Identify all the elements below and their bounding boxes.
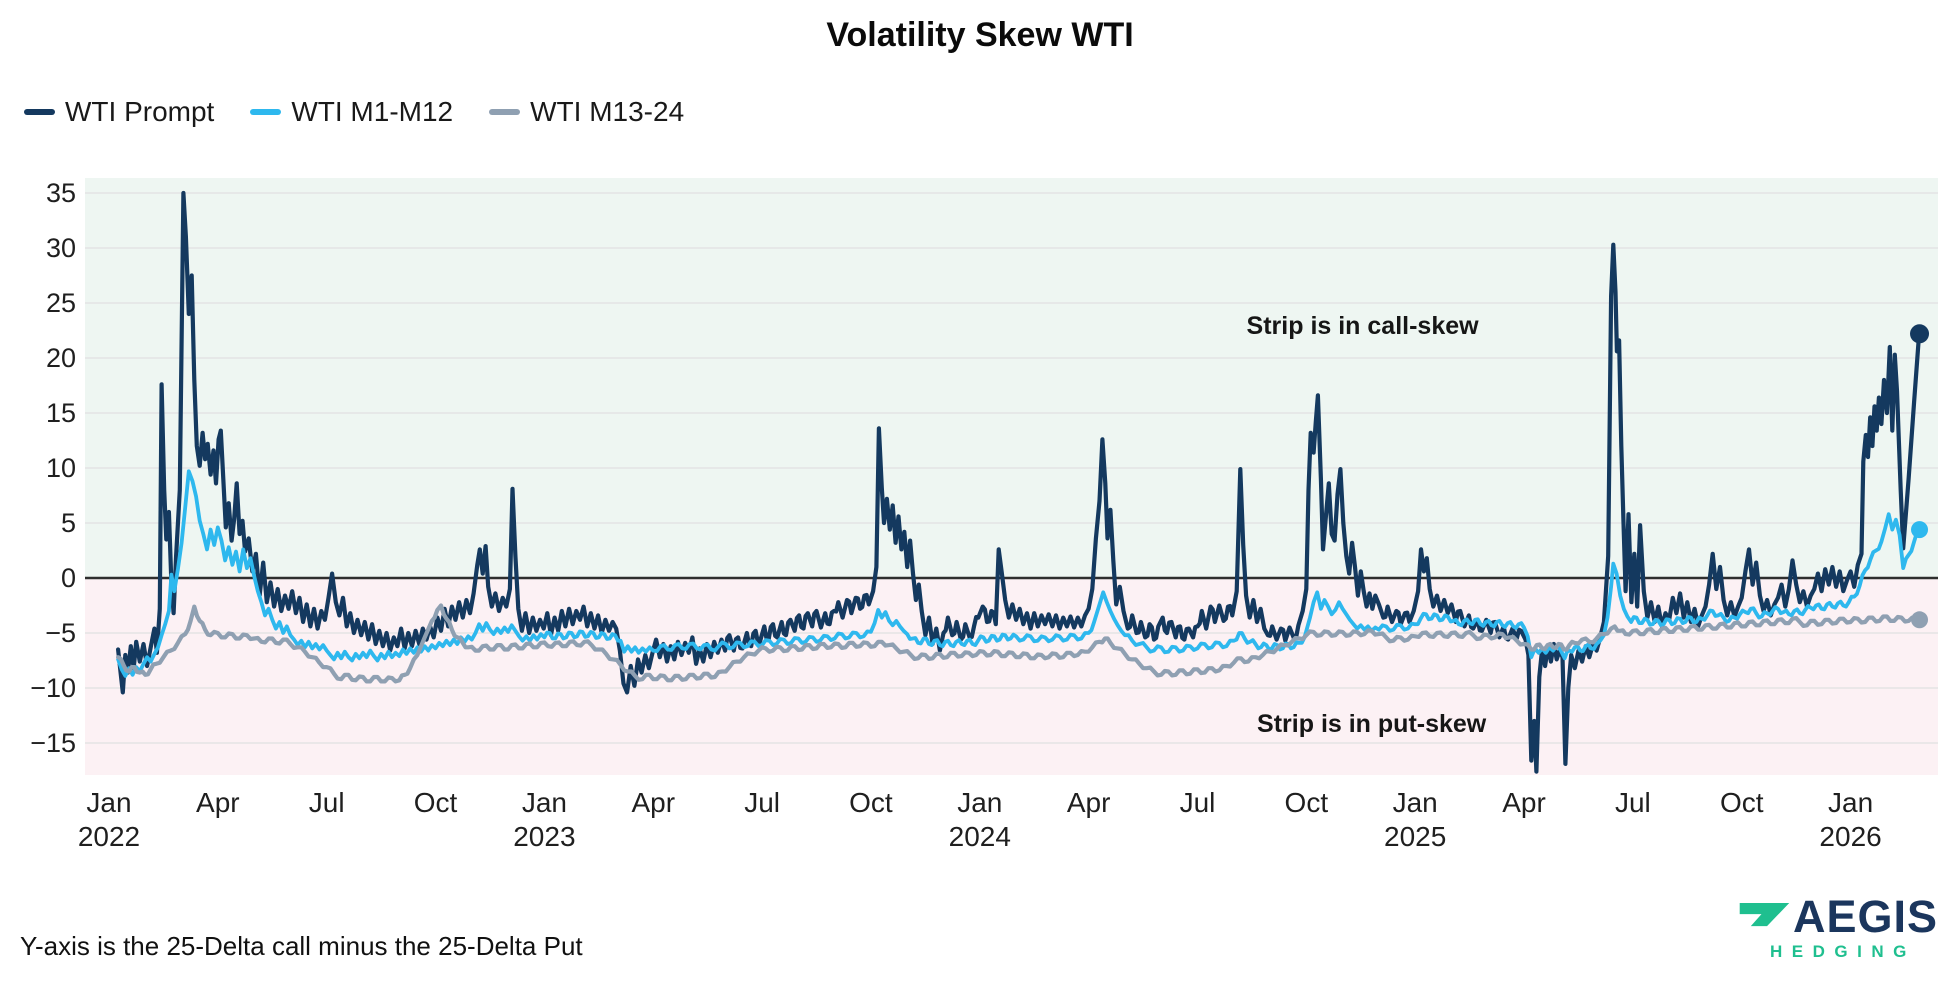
logo-brand-text: AEGIS	[1792, 891, 1938, 942]
legend-item-wti-m1-m12: WTI M1-M12	[250, 96, 453, 128]
legend-item-wti-m13-24: WTI M13-24	[489, 96, 684, 128]
x-axis-tick-label: Jul	[744, 787, 780, 818]
skew-annotation: Strip is in put-skew	[1257, 710, 1487, 738]
x-axis-tick-label: Apr	[196, 787, 240, 818]
logo-sub-text: HEDGING	[1770, 941, 1916, 961]
page-title: Volatility Skew WTI	[826, 16, 1134, 54]
x-axis-tick-label: Jan	[957, 787, 1002, 818]
x-axis-tick-label: Jul	[1615, 787, 1651, 818]
chart-legend: WTI Prompt WTI M1-M12 WTI M13-24	[24, 96, 684, 128]
y-axis-tick-label: 5	[61, 508, 76, 538]
axis-footnote: Y-axis is the 25-Delta call minus the 25…	[20, 931, 583, 961]
legend-label: WTI M13-24	[530, 96, 685, 127]
x-axis-tick-label: Jan	[522, 787, 567, 818]
x-axis-tick-label: Jan	[86, 787, 131, 818]
y-axis-tick-label: 20	[46, 343, 76, 373]
y-axis-tick-label: 25	[46, 288, 76, 318]
x-axis-tick-label: Jan	[1828, 787, 1873, 818]
legend-swatch-icon	[489, 109, 521, 115]
y-axis-tick-label: 35	[46, 178, 76, 208]
y-axis-tick-label: −10	[30, 673, 76, 703]
legend-swatch-icon	[24, 109, 55, 115]
legend-label: WTI Prompt	[65, 96, 215, 127]
x-axis-year-label: 2025	[1384, 821, 1446, 852]
x-axis-tick-label: Oct	[1720, 787, 1764, 818]
series-line-wti-prompt	[115, 190, 1922, 774]
x-axis-tick-label: Jul	[309, 787, 345, 818]
y-axis-tick-label: 0	[61, 563, 76, 593]
series-end-dot	[1911, 521, 1929, 539]
y-axis-tick-label: 10	[46, 453, 76, 483]
legend-label: WTI M1-M12	[291, 96, 454, 127]
skew-annotation: Strip is in call-skew	[1247, 312, 1480, 340]
x-axis-year-label: 2024	[949, 821, 1011, 852]
x-axis-tick-label: Oct	[849, 787, 893, 818]
series-end-dot	[1911, 611, 1929, 629]
y-axis-tick-label: −5	[45, 618, 76, 648]
aegis-flag-icon	[1739, 903, 1790, 927]
x-axis-year-label: 2026	[1819, 821, 1881, 852]
call-skew-region	[85, 178, 1938, 578]
legend-swatch-icon	[250, 109, 282, 115]
series-line-wti-m1-m12	[116, 469, 1922, 678]
y-axis-tick-label: 15	[46, 398, 76, 428]
x-axis-year-label: 2023	[513, 821, 575, 852]
x-axis-tick-label: Apr	[1067, 787, 1111, 818]
aegis-hedging-logo: AEGIS HEDGING	[1738, 891, 1938, 962]
series-line-wti-m13-24	[115, 603, 1922, 684]
x-axis-tick-label: Oct	[414, 787, 458, 818]
x-axis-tick-label: Jul	[1180, 787, 1216, 818]
y-axis-tick-label: −15	[30, 728, 76, 758]
x-axis-tick-label: Apr	[631, 787, 675, 818]
y-axis-tick-label: 30	[46, 233, 76, 263]
x-axis-tick-label: Jan	[1393, 787, 1438, 818]
x-axis-year-label: 2022	[78, 821, 140, 852]
legend-item-wti-prompt: WTI Prompt	[24, 96, 214, 128]
x-axis-tick-label: Oct	[1285, 787, 1329, 818]
series-end-dot	[1910, 324, 1930, 344]
x-axis-tick-label: Apr	[1502, 787, 1546, 818]
